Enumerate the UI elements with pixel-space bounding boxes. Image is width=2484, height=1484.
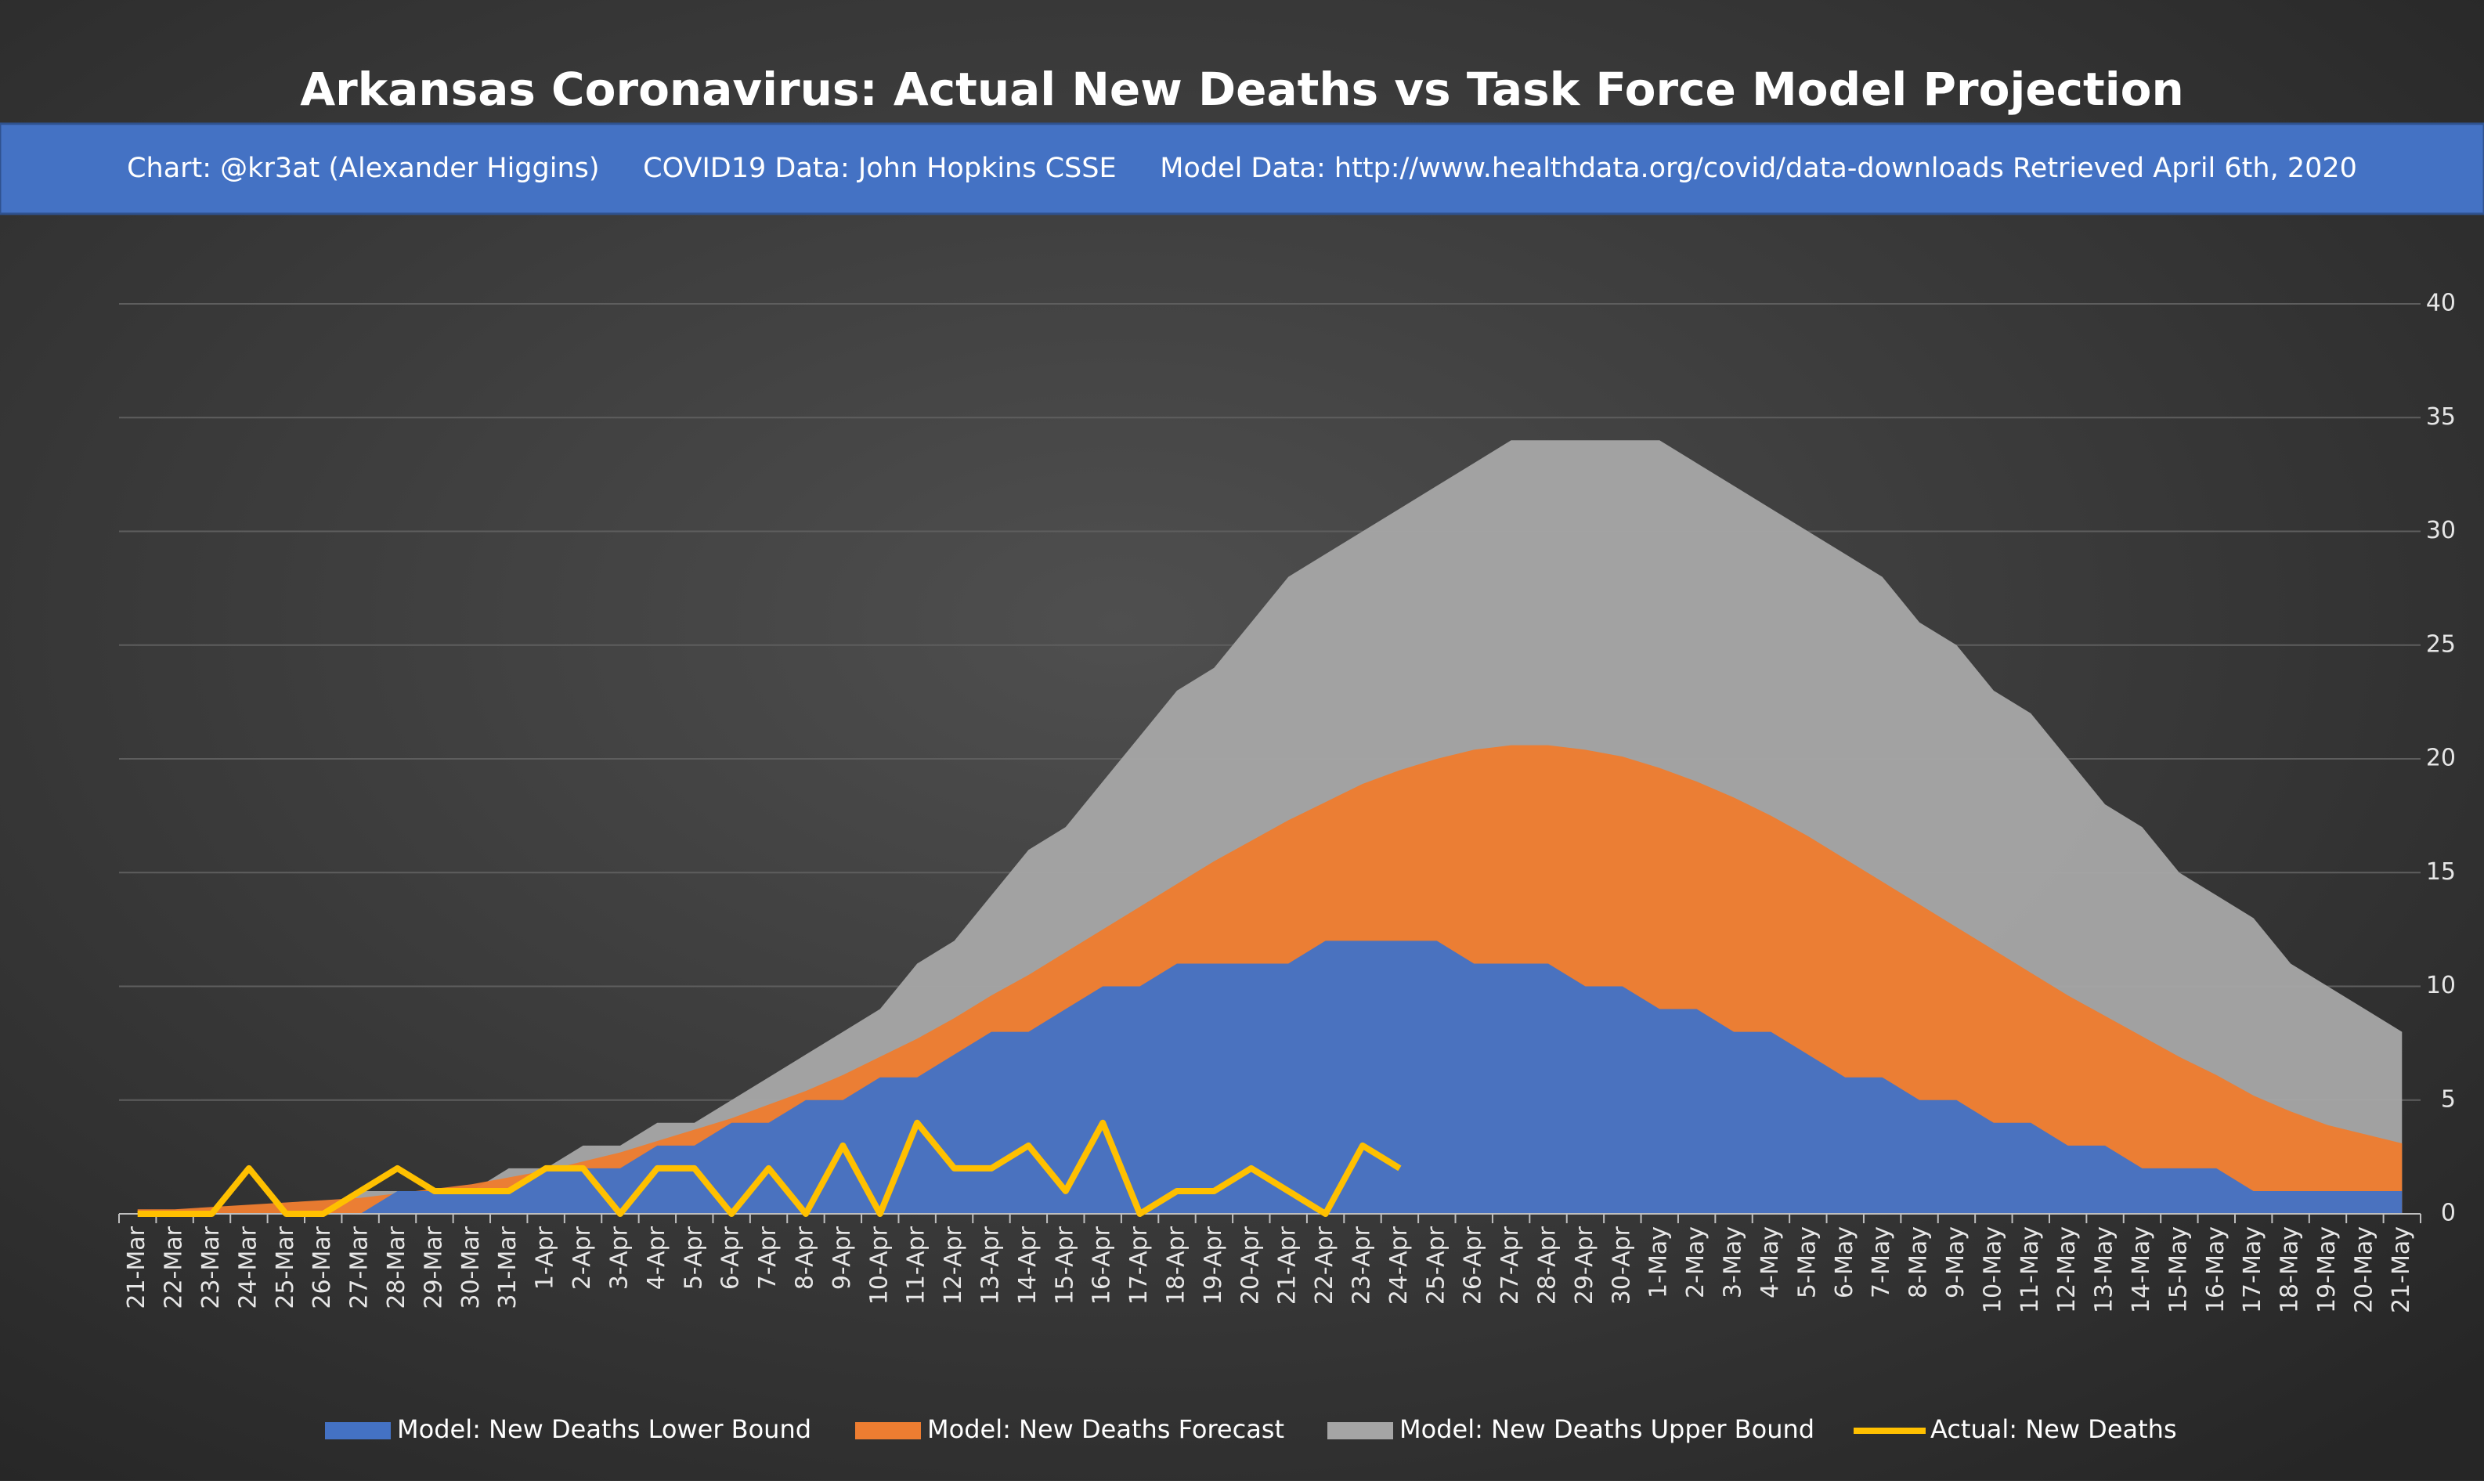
- x-tick-label: 17-May: [2239, 1226, 2266, 1313]
- x-tick-label: 10-May: [1979, 1226, 2006, 1313]
- legend-label: Model: New Deaths Lower Bound: [397, 1414, 811, 1444]
- x-tick-label: 7-Apr: [754, 1226, 782, 1290]
- line: [137, 1119, 1402, 1217]
- x-tick-label: 16-Apr: [1089, 1226, 1116, 1305]
- x-tick-label: 25-Mar: [272, 1226, 299, 1309]
- x-tick-label: 10-Apr: [865, 1226, 893, 1305]
- x-tick-label: 20-Apr: [1237, 1226, 1264, 1305]
- x-tick-label: 30-Apr: [1608, 1226, 1635, 1305]
- y-tick-label: 40: [2426, 290, 2456, 317]
- x-tick-label: 2-Apr: [569, 1226, 596, 1290]
- x-tick-label: 14-May: [2128, 1226, 2155, 1313]
- x-tick-label: 22-Mar: [161, 1226, 188, 1309]
- x-tick-label: 8-Apr: [791, 1226, 818, 1290]
- x-tick-label: 18-Apr: [1162, 1226, 1190, 1305]
- x-tick-label: 6-May: [1831, 1226, 1858, 1298]
- x-tick-label: 18-May: [2276, 1226, 2304, 1313]
- area: [137, 941, 2403, 1214]
- x-tick-label: 5-Apr: [680, 1226, 707, 1290]
- x-tick-label: 21-Apr: [1274, 1226, 1302, 1305]
- legend-swatch: [325, 1422, 391, 1439]
- y-tick-label: 20: [2426, 745, 2456, 772]
- x-tick-label: 11-May: [2016, 1226, 2044, 1313]
- x-tick-label: 13-Apr: [977, 1226, 1004, 1305]
- x-tick-label: 8-May: [1905, 1226, 1933, 1298]
- x-tick-label: 31-Mar: [494, 1226, 522, 1309]
- x-tick-label: 26-Apr: [1460, 1226, 1487, 1305]
- x-tick-label: 12-May: [2053, 1226, 2081, 1313]
- x-tick-label: 1-May: [1645, 1226, 1673, 1298]
- legend-swatch: [855, 1422, 921, 1439]
- x-tick-label: 22-Apr: [1311, 1226, 1338, 1305]
- legend-swatch: [1327, 1422, 1393, 1439]
- x-tick-label: 15-Apr: [1051, 1226, 1078, 1305]
- x-tick-label: 27-Apr: [1497, 1226, 1524, 1305]
- x-tick-label: 29-Apr: [1571, 1226, 1598, 1305]
- x-tick-label: 24-Apr: [1385, 1226, 1413, 1305]
- x-tick-label: 19-Apr: [1200, 1226, 1227, 1305]
- x-tick-label: 3-May: [1720, 1226, 1747, 1298]
- x-tick-label: 1-Apr: [532, 1226, 559, 1290]
- x-tick-label: 12-Apr: [940, 1226, 967, 1305]
- chart-subtitle: Chart: @kr3at (Alexander Higgins) COVID1…: [127, 153, 2357, 184]
- chart-title: Arkansas Coronavirus: Actual New Deaths …: [300, 63, 2184, 116]
- legend-label: Actual: New Deaths: [1930, 1414, 2177, 1444]
- x-tick-label: 26-Mar: [309, 1226, 336, 1309]
- x-tick-label: 19-May: [2313, 1226, 2341, 1313]
- x-tick-label: 9-Apr: [829, 1226, 856, 1290]
- x-tick-label: 24-Mar: [234, 1226, 262, 1309]
- x-tick-label: 4-Apr: [643, 1226, 670, 1290]
- y-tick-label: 0: [2441, 1200, 2456, 1227]
- legend-label: Model: New Deaths Forecast: [927, 1414, 1284, 1444]
- x-tick-label: 21-Mar: [123, 1226, 150, 1309]
- y-tick-label: 25: [2426, 630, 2456, 658]
- x-tick-label: 23-Mar: [197, 1226, 225, 1309]
- x-tick-label: 30-Mar: [457, 1226, 485, 1309]
- x-tick-label: 28-Apr: [1534, 1226, 1562, 1305]
- x-tick-label: 20-May: [2350, 1226, 2377, 1313]
- x-tick-label: 4-May: [1756, 1226, 1784, 1298]
- x-tick-label: 25-Apr: [1422, 1226, 1450, 1305]
- x-tick-label: 21-May: [2388, 1226, 2415, 1313]
- x-tick-label: 9-May: [1942, 1226, 1970, 1298]
- x-tick-label: 14-Apr: [1014, 1226, 1042, 1305]
- plot-area: 0 5 10 15 20 25 30 35 40 21-Mar 22-Mar 23-Mar 24-Mar…: [118, 290, 2456, 1313]
- x-tick-label: 13-May: [2091, 1226, 2118, 1313]
- subtitle-band: [0, 122, 2484, 215]
- y-tick-label: 30: [2426, 517, 2456, 544]
- x-tick-label: 11-Apr: [903, 1226, 930, 1305]
- x-tick-label: 6-Apr: [717, 1226, 745, 1290]
- x-tick-label: 23-Apr: [1349, 1226, 1376, 1305]
- x-tick-label: 27-Mar: [346, 1226, 374, 1309]
- legend-label: Model: New Deaths Upper Bound: [1399, 1414, 1814, 1444]
- legend: Model: New Deaths Lower Bound Model: New …: [325, 1414, 2177, 1444]
- x-tick-label: 7-May: [1868, 1226, 1895, 1298]
- x-tick-label: 17-Apr: [1125, 1226, 1153, 1305]
- x-tick-label: 5-May: [1793, 1226, 1821, 1298]
- y-tick-label: 15: [2426, 858, 2456, 886]
- x-tick-label: 3-Apr: [605, 1226, 633, 1290]
- y-tick-label: 10: [2426, 972, 2456, 999]
- y-tick-label: 5: [2441, 1085, 2456, 1113]
- x-tick-label: 15-May: [2164, 1226, 2192, 1313]
- x-tick-label: 29-Mar: [420, 1226, 447, 1309]
- y-tick-label: 35: [2426, 403, 2456, 431]
- x-tick-label: 16-May: [2202, 1226, 2229, 1313]
- x-tick-label: 2-May: [1682, 1226, 1710, 1298]
- x-tick-label: 28-Mar: [383, 1226, 410, 1309]
